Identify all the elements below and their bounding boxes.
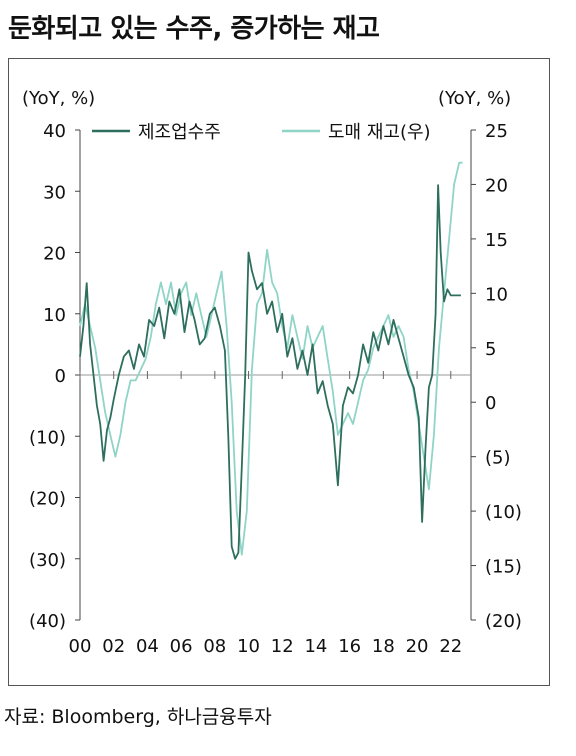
right-tick-label: 15 bbox=[485, 230, 508, 251]
legend-label-manufacturing-orders: 제조업수주 bbox=[138, 122, 221, 143]
left-tick-label: (40) bbox=[29, 611, 66, 632]
x-tick-label: 14 bbox=[304, 636, 327, 657]
left-tick-label: 40 bbox=[43, 121, 66, 142]
x-tick-label: 16 bbox=[338, 636, 361, 657]
right-tick-label: 10 bbox=[485, 284, 508, 305]
x-tick-label: 10 bbox=[237, 636, 260, 657]
x-tick-label: 22 bbox=[439, 636, 462, 657]
right-tick-label: (10) bbox=[485, 502, 522, 523]
x-tick-label: 04 bbox=[136, 636, 159, 657]
right-tick-label: 25 bbox=[485, 121, 508, 142]
left-tick-label: (10) bbox=[29, 427, 66, 448]
right-tick-label: (15) bbox=[485, 557, 522, 578]
chart-svg: (YoY, %) (YoY, %) 40 30 20 10 0 (10) (20) (30) (40… bbox=[22, 88, 522, 657]
left-unit-label: (YoY, %) bbox=[22, 88, 95, 109]
left-tick-label: 10 bbox=[43, 305, 66, 326]
right-tick-label: (20) bbox=[485, 611, 522, 632]
x-tick-label: 20 bbox=[406, 636, 429, 657]
x-tick-label: 02 bbox=[102, 636, 125, 657]
left-tick-label: 20 bbox=[43, 244, 66, 265]
left-tick-label: (30) bbox=[29, 550, 66, 571]
x-tick-label: 18 bbox=[372, 636, 395, 657]
x-tick-label: 08 bbox=[203, 636, 226, 657]
right-tick-label: (5) bbox=[485, 448, 511, 469]
x-tick-label: 12 bbox=[271, 636, 294, 657]
left-tick-label: 30 bbox=[43, 182, 66, 203]
chart-title: 둔화되고 있는 수주, 증가하는 재고 bbox=[8, 14, 380, 44]
series-line-wholesale-inventory bbox=[79, 161, 463, 556]
x-tick-label: 06 bbox=[170, 636, 193, 657]
left-tick-label: (20) bbox=[29, 489, 66, 510]
left-tick-label: 0 bbox=[55, 366, 66, 387]
series-line-manufacturing-orders bbox=[79, 184, 461, 560]
right-tick-label: 20 bbox=[485, 175, 508, 196]
right-tick-label: 5 bbox=[485, 339, 496, 360]
source-note: 자료: Bloomberg, 하나금융투자 bbox=[4, 706, 272, 728]
legend-label-wholesale-inventory: 도매 재고(우) bbox=[328, 122, 431, 143]
chart-frame bbox=[8, 58, 550, 686]
right-tick-label: 0 bbox=[485, 393, 496, 414]
x-tick-label: 00 bbox=[69, 636, 92, 657]
right-unit-label: (YoY, %) bbox=[438, 88, 511, 109]
